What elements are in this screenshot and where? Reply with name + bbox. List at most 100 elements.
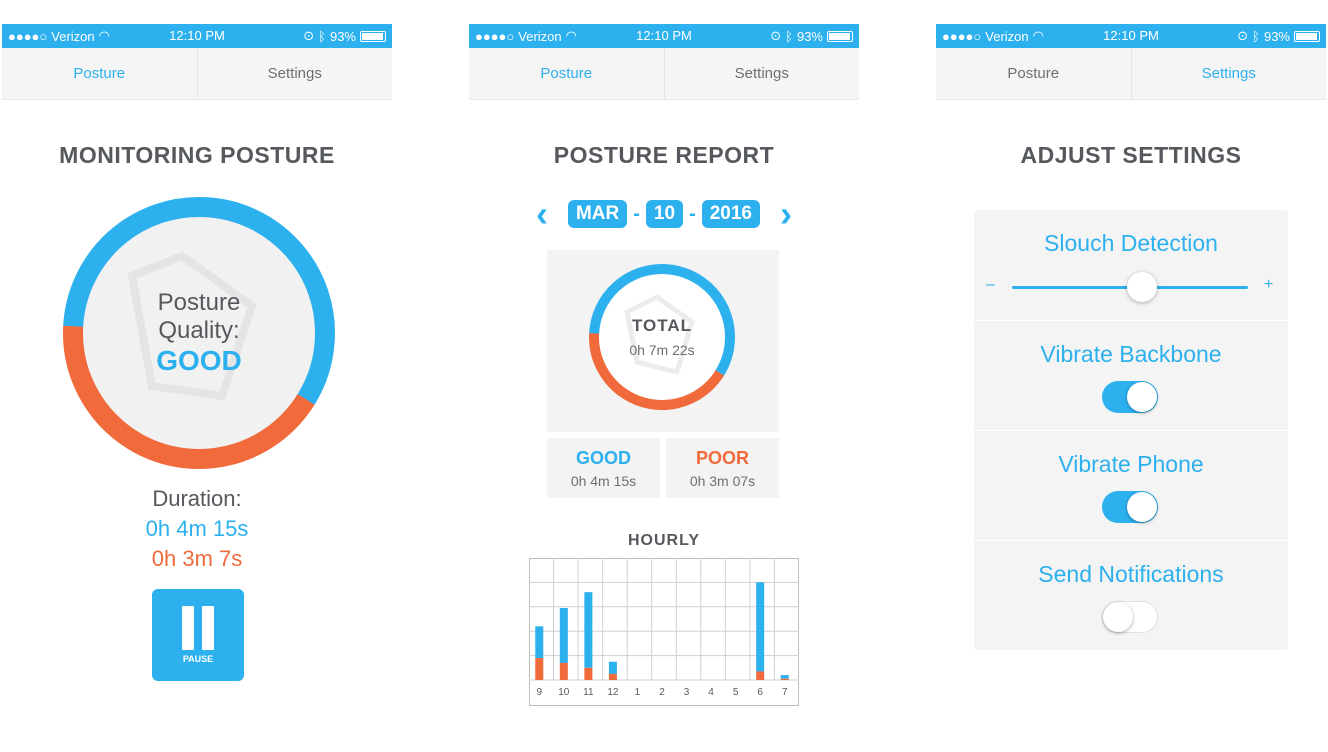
battery-percent: 93% [1263, 28, 1290, 44]
ring-backdrop-shape [624, 294, 695, 376]
posture-quality-label: Posture Quality: [157, 289, 241, 344]
signal-icon: ●●●●○ [8, 28, 48, 44]
vibrate-backbone-toggle[interactable] [1102, 381, 1158, 413]
screen-settings: ●●●●○ Verizon ◠ 12:10 PM ⊙ ᛒ 93% Posture… [936, 24, 1326, 744]
bar-poor-12 [608, 673, 617, 680]
duration-poor: 0h 3m 7s [151, 546, 243, 571]
setting-label: Vibrate Phone [1058, 451, 1204, 477]
setting-slouch-detection: Slouch Detection – + [974, 210, 1288, 318]
slouch-slider-thumb[interactable] [1126, 272, 1157, 302]
bar-poor-10 [559, 662, 568, 680]
settings-card: Slouch Detection – + Vibrate Backbone Vi… [974, 210, 1288, 650]
bar-good-11 [584, 592, 593, 668]
wifi-icon: ◠ [98, 28, 110, 43]
page-title: POSTURE REPORT [553, 142, 775, 168]
toggle-knob [1127, 382, 1157, 412]
bar-good-12 [608, 661, 617, 674]
pause-label: PAUSE [182, 654, 214, 664]
posture-quality-value: GOOD [156, 345, 242, 376]
x-tick-label: 12 [607, 687, 619, 698]
plus-icon: + [1264, 276, 1274, 293]
ring-center: Posture Quality: GOOD [62, 196, 336, 470]
total-value: 0h 7m 22s [629, 342, 695, 358]
minus-icon: – [986, 276, 995, 293]
tab-bar: Posture Settings [2, 48, 392, 100]
status-bar: ●●●●○ Verizon ◠ 12:10 PM ⊙ ᛒ 93% [936, 24, 1326, 48]
date-month[interactable]: MAR [567, 200, 628, 228]
date-year[interactable]: 2016 [701, 200, 761, 228]
tab-posture[interactable]: Posture [73, 65, 126, 82]
total-card: TOTAL 0h 7m 22s [547, 250, 779, 432]
date-separator: - [689, 202, 696, 225]
x-tick-label: 5 [733, 687, 739, 698]
date-selector: ‹ MAR - 10 - 2016 › [469, 193, 859, 234]
duration-label: Duration: [152, 486, 242, 511]
bar-good-9 [535, 626, 544, 659]
hourly-chart: 9 10 11 12 1 2 3 4 5 6 7 [529, 558, 799, 706]
bluetooth-icon: ᛒ [318, 28, 326, 44]
signal-icon: ●●●●○ [475, 28, 515, 44]
posture-quality-ring [62, 196, 335, 469]
setting-send-notifications: Send Notifications [974, 540, 1288, 648]
total-ring [589, 264, 735, 410]
duration-good: 0h 4m 15s [145, 516, 249, 541]
chart-frame [529, 558, 799, 706]
bar-good-6 [756, 582, 765, 672]
toggle-knob [1127, 492, 1157, 522]
screen-report: ●●●●○ Verizon ◠ 12:10 PM ⊙ ᛒ 93% Posture… [469, 24, 859, 744]
chevron-left-icon[interactable]: ‹ [535, 193, 548, 234]
poor-card: POOR 0h 3m 07s [666, 438, 779, 498]
tab-settings[interactable]: Settings [196, 48, 393, 99]
ring-background [598, 273, 726, 401]
ring-center: TOTAL 0h 7m 22s [587, 262, 737, 412]
setting-vibrate-backbone: Vibrate Backbone [974, 320, 1288, 428]
tab-settings[interactable]: Settings [663, 48, 860, 99]
x-tick-label: 11 [583, 687, 594, 698]
pause-button[interactable]: PAUSE [152, 589, 244, 681]
setting-label: Slouch Detection [1044, 230, 1218, 256]
battery-percent: 93% [796, 28, 823, 44]
wifi-icon: ◠ [1032, 28, 1044, 43]
carrier-label: Verizon [985, 28, 1029, 44]
signal-icon: ●●●●○ [942, 28, 982, 44]
ring-backdrop-shape [127, 251, 257, 401]
x-tick-label: 6 [757, 687, 763, 698]
total-label: TOTAL [631, 316, 693, 335]
lock-rotation-icon: ⊙ [303, 28, 315, 43]
pause-icon [182, 606, 214, 650]
carrier-label: Verizon [518, 28, 562, 44]
page-title: MONITORING POSTURE [59, 142, 335, 168]
send-notifications-toggle[interactable] [1102, 601, 1158, 633]
hourly-title: HOURLY [627, 532, 701, 549]
tab-settings[interactable]: Settings [1130, 48, 1327, 99]
good-card: GOOD 0h 4m 15s [547, 438, 660, 498]
status-bar: ●●●●○ Verizon ◠ 12:10 PM ⊙ ᛒ 93% [469, 24, 859, 48]
bar-poor-9 [535, 658, 544, 680]
bar-good-7 [780, 675, 789, 679]
chevron-right-icon[interactable]: › [780, 193, 793, 234]
wifi-icon: ◠ [565, 28, 577, 43]
poor-label: POOR [695, 447, 749, 468]
x-tick-label: 1 [635, 687, 641, 698]
tab-bar: Posture Settings [469, 48, 859, 100]
status-bar: ●●●●○ Verizon ◠ 12:10 PM ⊙ ᛒ 93% [2, 24, 392, 48]
bar-poor-11 [584, 667, 593, 680]
setting-label: Send Notifications [1038, 561, 1224, 587]
bluetooth-icon: ᛒ [1252, 28, 1260, 44]
good-label: GOOD [575, 447, 631, 468]
x-tick-label: 7 [782, 687, 788, 698]
battery-icon [1294, 30, 1320, 42]
tab-posture[interactable]: Posture [540, 65, 593, 82]
x-tick-label: 3 [684, 687, 690, 698]
lock-rotation-icon: ⊙ [770, 28, 782, 43]
good-value: 0h 4m 15s [570, 472, 637, 489]
vibrate-phone-toggle[interactable] [1102, 491, 1158, 523]
setting-vibrate-phone: Vibrate Phone [974, 430, 1288, 538]
x-tick-label: 4 [708, 687, 714, 698]
date-day[interactable]: 10 [645, 200, 684, 228]
poor-value: 0h 3m 07s [689, 472, 756, 489]
tab-posture[interactable]: Posture [1007, 65, 1060, 82]
battery-icon [827, 30, 853, 42]
tab-bar: Posture Settings [936, 48, 1326, 100]
bluetooth-icon: ᛒ [785, 28, 793, 44]
